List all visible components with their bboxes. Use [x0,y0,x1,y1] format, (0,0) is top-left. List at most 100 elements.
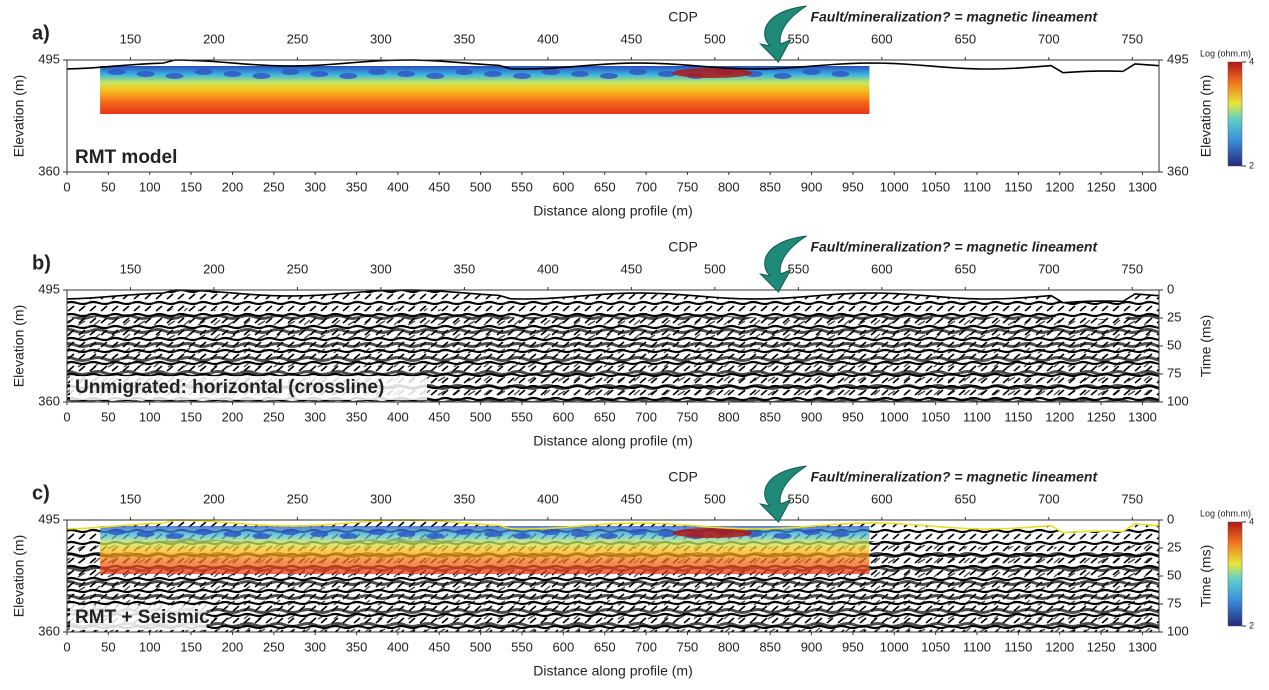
right-tick-label: 495 [1167,51,1189,66]
resistivity-anomaly [194,69,213,75]
distance-tick-label: 1200 [1045,639,1074,654]
distance-tick-label: 0 [63,639,70,654]
resistivity-anomaly [310,71,329,77]
resistivity-anomaly [107,69,126,75]
resistivity-anomaly [426,73,445,79]
distance-tick-label: 550 [511,179,533,194]
resistivity-anomaly [194,529,213,535]
resistivity-anomaly [657,71,676,77]
panel-title: Unmigrated: horizontal (crossline) [75,377,384,398]
annotation: Fault/mineralization? = magnetic lineame… [810,9,1098,25]
cdp-tick-label: 150 [120,261,142,276]
cdp-tick-label: 600 [871,31,893,46]
distance-tick-label: 800 [718,639,740,654]
resistivity-anomaly [599,533,618,539]
distance-tick-label: 450 [428,179,450,194]
right-tick-label: 25 [1167,539,1181,554]
distance-tick-label: 200 [222,409,244,424]
resistivity-anomaly [802,69,821,75]
resistivity-anomaly [368,529,387,535]
distance-tick-label: 700 [635,409,657,424]
cdp-tick-label: 250 [287,261,309,276]
left-tick-label: 360 [38,623,60,638]
distance-tick-label: 150 [180,409,202,424]
left-axis-label: Elevation (m) [11,535,27,617]
cdp-tick-label: 300 [370,261,392,276]
cdp-tick-label: 250 [287,31,309,46]
cdp-tick-label: 550 [787,491,809,506]
left-tick-label: 360 [38,393,60,408]
cdp-tick-label: 450 [621,261,643,276]
distance-tick-label: 1150 [1004,409,1032,424]
resistivity-anomaly [541,529,560,535]
distance-tick-label: 650 [594,409,616,424]
distance-tick-label: 1250 [1087,179,1116,194]
right-tick-label: 75 [1167,365,1181,380]
blank-bottom [67,632,1159,652]
distance-tick-label: 900 [801,409,823,424]
distance-axis-label: Distance along profile (m) [533,663,693,679]
cdp-tick-label: 600 [871,491,893,506]
resistivity-anomaly [368,69,387,75]
distance-tick-label: 1100 [963,639,991,654]
annotation: Fault/mineralization? = magnetic lineame… [810,469,1098,485]
resistivity-anomaly [831,71,850,77]
cdp-tick-label: 500 [704,261,726,276]
resistivity-anomaly [773,73,792,79]
plot-frame [66,59,1160,173]
cdp-tick-label: 350 [454,261,476,276]
distance-tick-label: 0 [63,179,70,194]
cdp-tick-label: 650 [954,31,976,46]
resistivity-anomaly [773,533,792,539]
distance-tick-label: 1100 [963,409,991,424]
resistivity-anomaly [165,73,184,79]
left-axis-label: Elevation (m) [11,75,27,157]
cdp-tick-label: 200 [203,261,225,276]
distance-tick-label: 750 [677,409,699,424]
distance-tick-label: 1250 [1087,639,1116,654]
distance-tick-label: 400 [387,639,409,654]
blank-bottom [67,402,1159,422]
cdp-tick-label: 400 [537,491,559,506]
right-tick-label: 50 [1167,567,1181,582]
conductor [672,68,753,78]
distance-tick-label: 1150 [1004,639,1032,654]
distance-tick-label: 650 [594,179,616,194]
resistivity-anomaly [802,529,821,535]
resistivity-anomaly [252,533,271,539]
distance-tick-label: 1050 [921,409,950,424]
cdp-tick-label: 750 [1121,31,1143,46]
right-tick-label: 75 [1167,595,1181,610]
distance-tick-label: 600 [553,409,575,424]
distance-tick-label: 250 [263,409,285,424]
distance-tick-label: 800 [718,179,740,194]
distance-tick-label: 950 [842,179,864,194]
distance-tick-label: 500 [470,639,492,654]
cdp-tick-label: 450 [621,31,643,46]
colorbar [1227,61,1243,167]
resistivity-anomaly [339,73,358,79]
cdp-tick-label: 400 [537,31,559,46]
colorbar-tick-label: 4 [1249,56,1254,66]
distance-tick-label: 150 [180,179,202,194]
resistivity-anomaly [397,531,416,537]
resistivity-anomaly [397,71,416,77]
distance-tick-label: 300 [304,639,326,654]
annotation: Fault/mineralization? = magnetic lineame… [810,239,1098,255]
resistivity-anomaly [136,531,155,537]
colorbar-tick-label: 2 [1249,160,1254,170]
distance-tick-label: 850 [759,409,781,424]
cdp-tick-label: 400 [537,261,559,276]
distance-tick-label: 500 [470,179,492,194]
cdp-tick-label: 700 [1038,31,1060,46]
surface-line [66,59,1160,74]
distance-tick-label: 400 [387,409,409,424]
distance-tick-label: 500 [470,409,492,424]
distance-tick-label: 700 [635,179,657,194]
distance-tick-label: 400 [387,179,409,194]
distance-axis-label: Distance along profile (m) [533,203,693,219]
cdp-tick-label: 700 [1038,491,1060,506]
distance-tick-label: 700 [635,639,657,654]
cdp-tick-label: 650 [954,491,976,506]
distance-tick-label: 950 [842,639,864,654]
